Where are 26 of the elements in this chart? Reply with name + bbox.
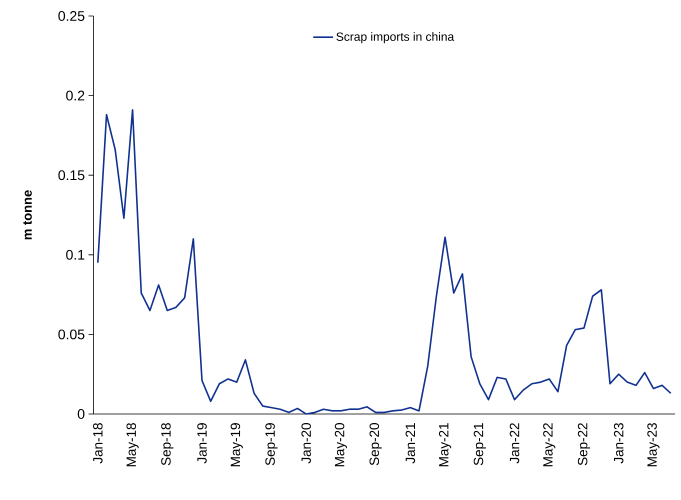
x-tick-label: May-18 [126, 423, 139, 466]
x-tick-label: Jan-23 [614, 423, 624, 464]
x-tick-label: May-19 [230, 423, 243, 466]
x-tick-label: Jan-19 [197, 423, 207, 464]
x-tick-label: Sep-18 [161, 423, 174, 466]
x-tick-label: Sep-20 [370, 423, 382, 466]
y-tick-label: 0.25 [58, 11, 84, 21]
x-tick-label: Jan-22 [510, 423, 520, 464]
x-tick-label: May-20 [334, 423, 347, 466]
x-tick-label: Sep-22 [578, 423, 590, 466]
y-axis-title: m tonne [23, 190, 32, 240]
x-tick-label: Sep-19 [265, 423, 278, 466]
y-tick-label: 0.2 [66, 90, 84, 101]
legend-label: Scrap imports in china [336, 32, 454, 44]
line-series [97, 109, 672, 415]
y-tick-label: 0.1 [66, 250, 84, 260]
x-tick-label: Jan-20 [301, 423, 311, 464]
y-tick-label: 0.15 [58, 170, 84, 180]
x-tick-label: Jan-18 [93, 423, 103, 464]
x-tick-label: May-21 [438, 423, 452, 466]
y-tick-label: 0 [78, 409, 84, 419]
x-tick-label: May-22 [543, 423, 556, 466]
x-tick-label: May-23 [647, 423, 660, 466]
x-tick-label: Jan-21 [406, 423, 416, 464]
y-tick-label: 0.05 [58, 329, 84, 340]
x-tick-label: Sep-21 [474, 423, 486, 466]
